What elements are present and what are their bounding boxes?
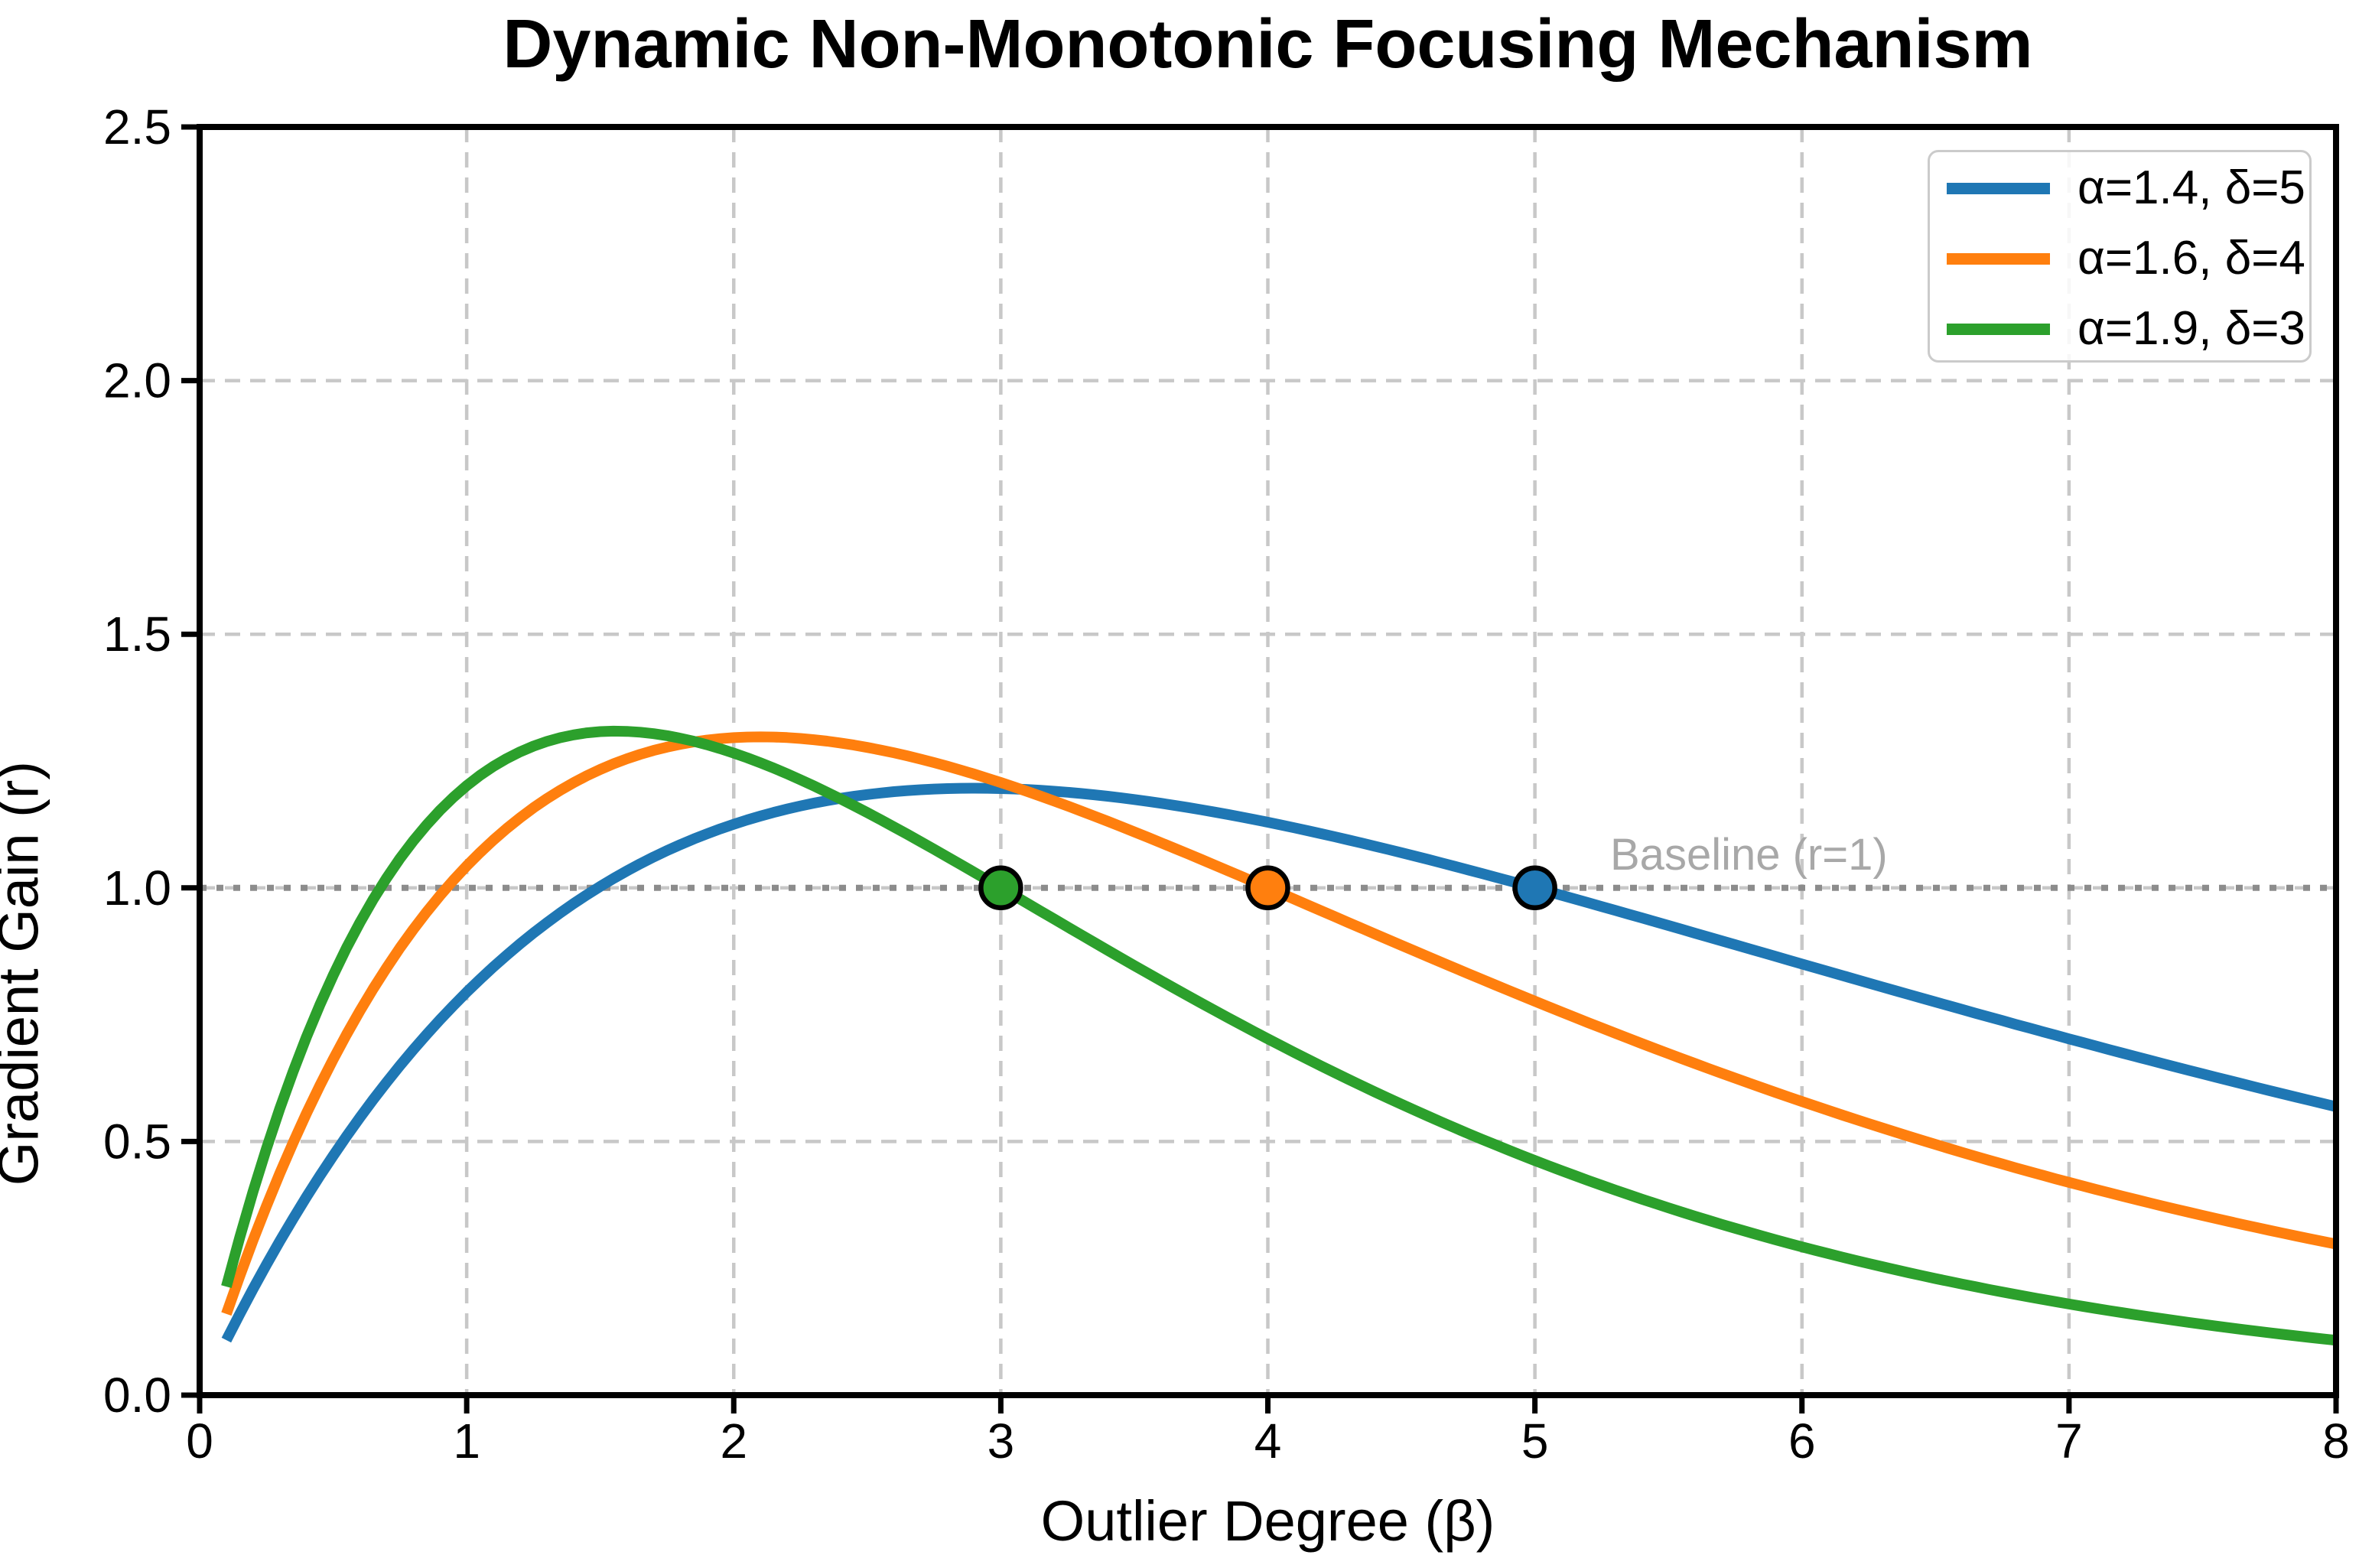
legend-item-label: α=1.9, δ=3	[2078, 302, 2305, 355]
unity-crossing-marker	[1245, 865, 1290, 911]
x-tick-label: 7	[2055, 1413, 2083, 1469]
curve-2	[221, 725, 2337, 1346]
legend-line-swatch-green	[1947, 323, 2050, 335]
y-tick-label: 0.0	[103, 1368, 171, 1423]
legend-item-label: α=1.4, δ=5	[2078, 161, 2305, 214]
x-tick-label: 3	[988, 1413, 1015, 1469]
y-tick-label: 0.5	[103, 1114, 171, 1169]
y-tick-label: 1.0	[103, 860, 171, 916]
y-axis-label-text: Gradient Gain (r)	[0, 761, 50, 1186]
legend-line-swatch-orange	[1947, 252, 2050, 265]
x-tick-label: 6	[1788, 1413, 1816, 1469]
legend-item: α=1.9, δ=3	[1930, 294, 2309, 364]
x-tick-label: 4	[1254, 1413, 1282, 1469]
chart-title: Dynamic Non-Monotonic Focusing Mechanism	[503, 6, 2033, 83]
legend-item: α=1.4, δ=5	[1930, 153, 2309, 223]
y-tick-label: 1.5	[103, 607, 171, 662]
legend-line-swatch-blue	[1947, 182, 2050, 194]
legend: α=1.4, δ=5 α=1.6, δ=4 α=1.9, δ=3	[1928, 150, 2312, 363]
x-axis-label: Outlier Degree (β)	[1040, 1489, 1495, 1553]
x-tick-label: 0	[186, 1413, 213, 1469]
x-tick-label: 5	[1521, 1413, 1549, 1469]
curve-0	[221, 782, 2338, 1343]
y-tick-label: 2.0	[103, 353, 171, 408]
y-tick-label: 2.5	[103, 99, 171, 155]
x-tick-label: 2	[720, 1413, 747, 1469]
x-tick-label: 8	[2322, 1413, 2350, 1469]
unity-crossing-marker	[1512, 865, 1557, 911]
unity-crossing-marker	[978, 865, 1023, 911]
baseline-annotation: Baseline (r=1)	[1610, 830, 1888, 880]
legend-item: α=1.6, δ=4	[1930, 223, 2309, 294]
legend-item-label: α=1.6, δ=4	[2078, 232, 2305, 285]
x-tick-label: 1	[453, 1413, 480, 1469]
